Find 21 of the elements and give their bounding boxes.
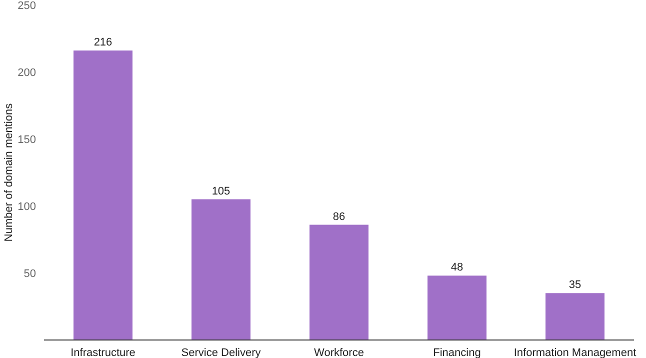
data-label: 48 [450,262,464,274]
y-tick-label: 250 [18,0,36,12]
bar [428,276,486,340]
bar [74,50,132,340]
bar [192,199,250,340]
x-tick-label: Service Delivery [181,346,262,358]
y-tick-label: 50 [24,268,36,280]
x-tick-label: Workforce [314,346,364,358]
x-tick-label: Infrastructure [70,346,136,358]
data-label: 86 [332,210,346,223]
data-label: 216 [94,36,112,49]
y-tick-label: 200 [18,66,36,79]
bar [546,293,604,340]
data-label: 105 [212,185,230,198]
x-tick-label: Information Management [514,346,636,358]
x-tick-label: Financing [433,346,481,358]
y-tick-label: 100 [18,200,36,213]
data-label: 35 [568,279,582,292]
bar [310,224,368,340]
y-axis-title: Number of domain mentions [2,102,15,242]
y-tick-label: 150 [18,134,36,146]
